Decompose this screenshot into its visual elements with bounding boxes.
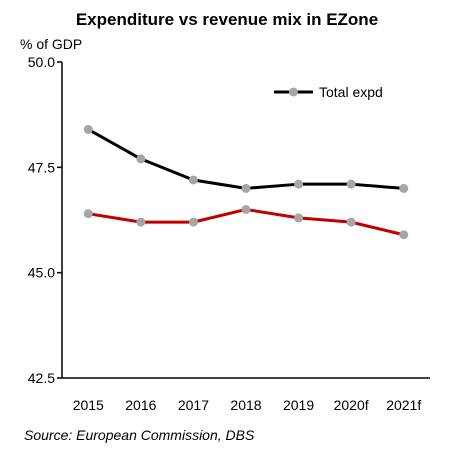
legend: Total expd — [274, 84, 383, 100]
y-axis-unit-label: % of GDP — [20, 36, 82, 52]
series-1-point-0 — [83, 209, 93, 219]
y-tick-label-0: 50.0 — [28, 54, 55, 70]
series-1-point-3 — [241, 204, 251, 214]
chart-title: Expenditure vs revenue mix in EZone — [76, 10, 378, 29]
legend-marker-total-expd — [289, 87, 298, 97]
series-0-point-4 — [294, 179, 304, 189]
series-1-point-4 — [294, 213, 304, 223]
x-tick-label-0: 2015 — [73, 397, 104, 413]
x-tick-label-5: 2020f — [334, 397, 369, 413]
x-tick-label-1: 2016 — [125, 397, 156, 413]
series-0-point-6 — [399, 183, 409, 193]
series-0-point-1 — [136, 154, 146, 164]
x-axis-ticks: 2015 2016 2017 2018 2019 2020f 2021f — [73, 397, 422, 413]
series-0-point-3 — [241, 183, 251, 193]
x-tick-label-4: 2019 — [283, 397, 314, 413]
y-tick-label-1: 47.5 — [28, 159, 55, 175]
series-line-0 — [87, 128, 404, 190]
x-tick-label-2: 2017 — [178, 397, 209, 413]
series-1-point-5 — [346, 217, 356, 227]
legend-label-total-expd: Total expd — [319, 84, 383, 100]
y-axis-ticks: 50.0 47.5 45.0 42.5 — [28, 54, 62, 386]
series-1-point-6 — [399, 230, 409, 240]
source-note: Source: European Commission, DBS — [24, 427, 255, 443]
x-tick-label-6: 2021f — [386, 397, 421, 413]
series-0-point-0 — [83, 124, 93, 134]
series-1-point-2 — [188, 217, 198, 227]
series-layer — [83, 124, 409, 240]
series-1-point-1 — [136, 217, 146, 227]
series-0-point-5 — [346, 179, 356, 189]
x-tick-label-3: 2018 — [230, 397, 261, 413]
y-tick-label-2: 45.0 — [28, 265, 55, 281]
y-tick-label-3: 42.5 — [28, 370, 55, 386]
series-0-point-2 — [188, 175, 198, 185]
axes — [61, 62, 430, 379]
